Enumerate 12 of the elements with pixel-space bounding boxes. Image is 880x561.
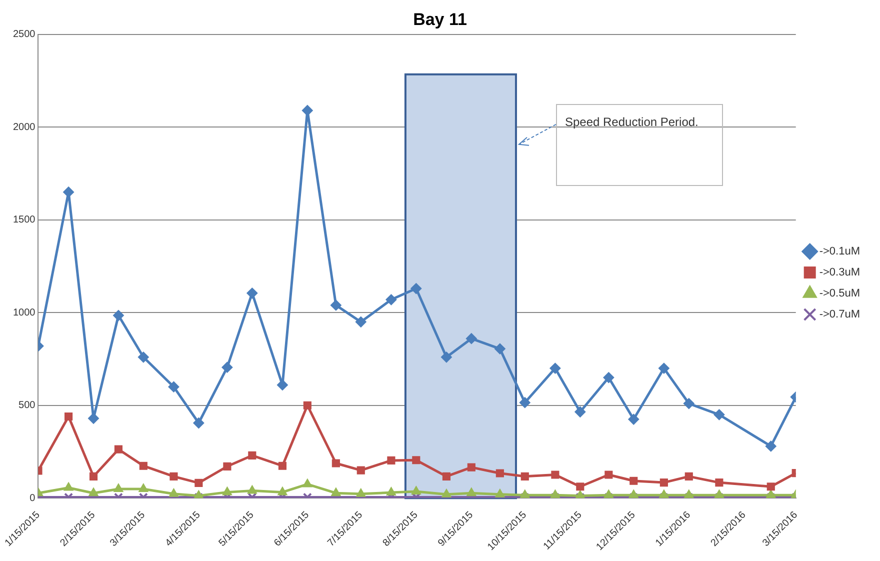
legend-label: ->0.3uM xyxy=(819,266,860,279)
legend-label: ->0.1uM xyxy=(819,246,860,258)
y-tick-label: 2500 xyxy=(12,29,36,40)
legend-label: ->0.5uM xyxy=(819,288,860,300)
chart-title: Bay 11 xyxy=(413,10,467,29)
y-tick-label: 2000 xyxy=(12,122,36,133)
y-tick-label: 1000 xyxy=(12,307,36,318)
y-tick-label: 1500 xyxy=(12,214,36,226)
legend-label: ->0.7uM xyxy=(819,308,860,321)
callout-box: Speed Reduction Period. xyxy=(556,104,723,186)
y-tick-label: 0 xyxy=(30,492,36,504)
y-tick-label: 500 xyxy=(18,400,36,412)
